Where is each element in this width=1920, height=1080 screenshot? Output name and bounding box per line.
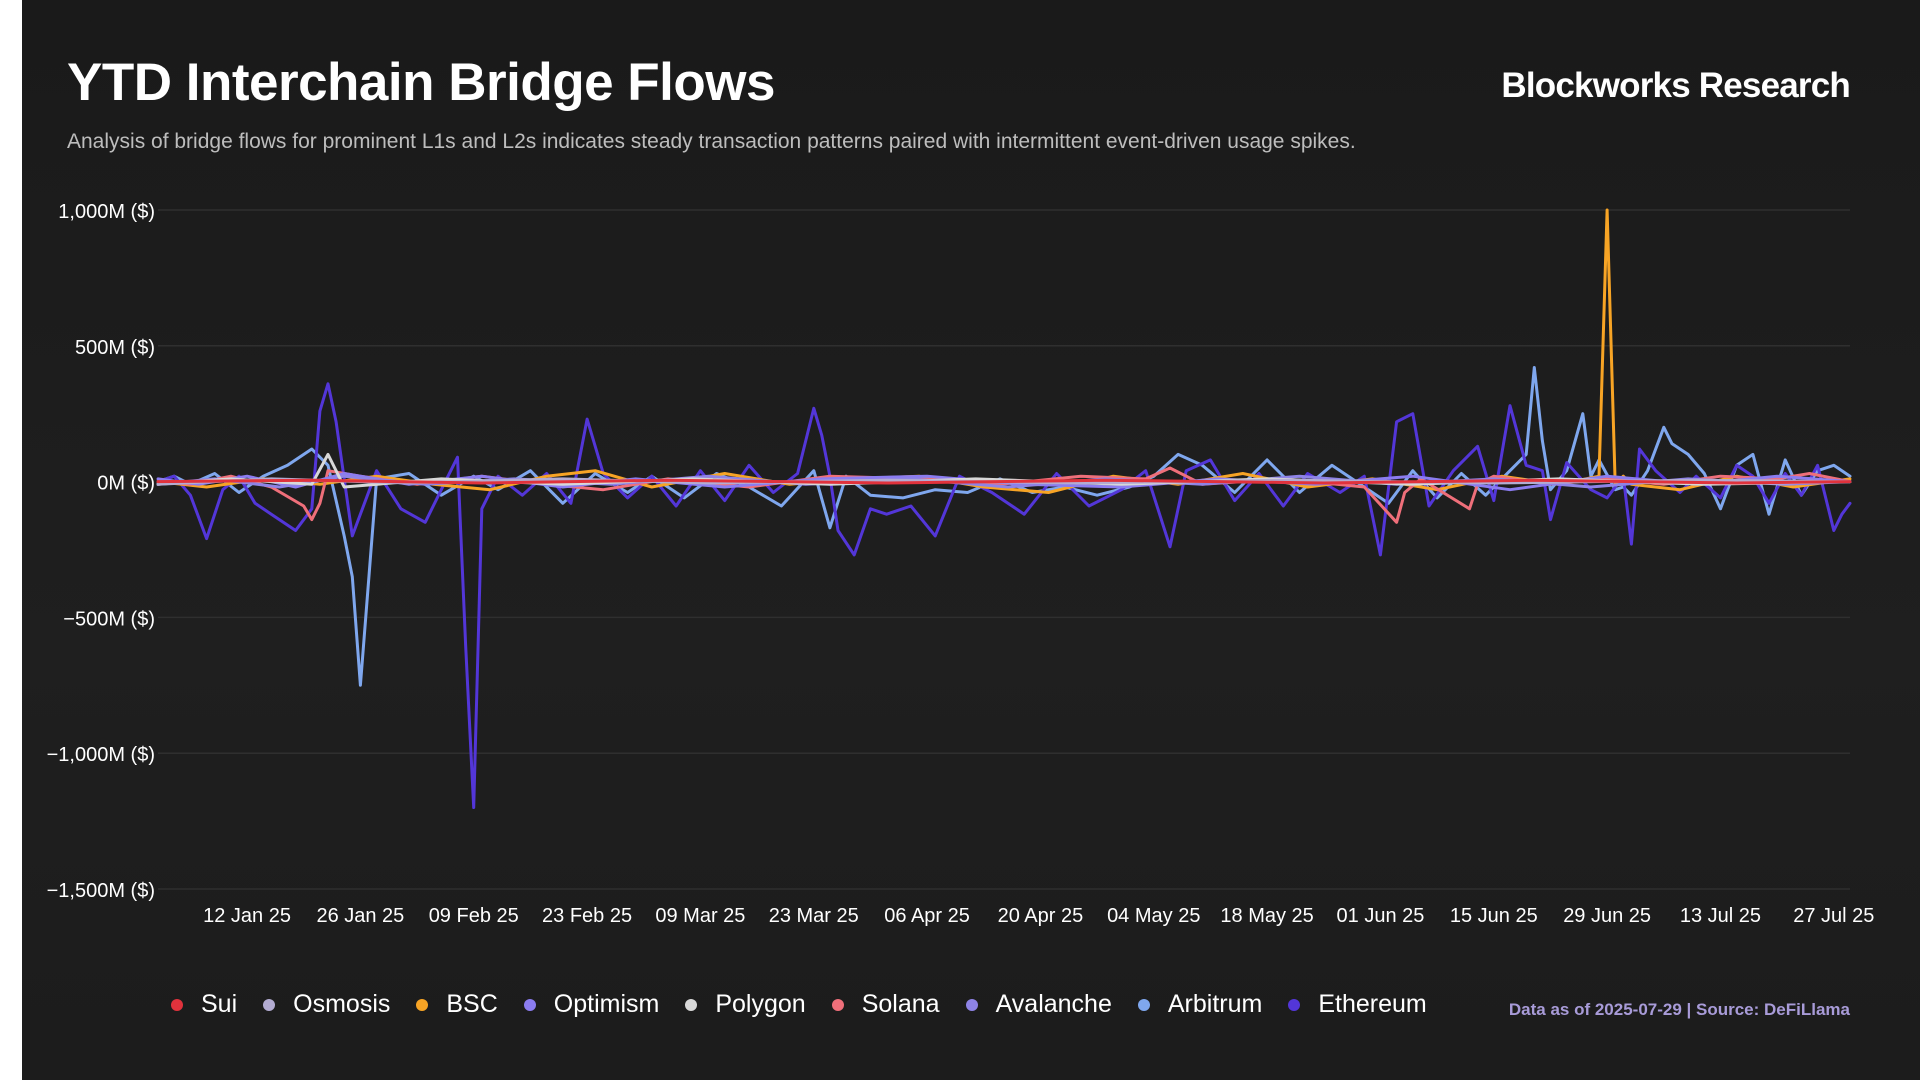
brand-logo: Blockworks Research [1501,66,1850,105]
legend-item-osmosis: Osmosis [263,990,390,1019]
x-tick-label: 01 Jun 25 [1337,905,1425,927]
legend-swatch [1288,998,1301,1011]
legend-label: Sui [201,990,238,1018]
legend-item-ethereum: Ethereum [1288,990,1427,1019]
series-line-ethereum [156,382,1852,809]
x-tick-label: 06 Apr 25 [884,905,970,927]
legend-label: Optimism [553,990,660,1018]
legend-item-bsc: BSC [416,990,498,1019]
legend-item-avalanche: Avalanche [965,990,1112,1019]
legend-item-polygon: Polygon [685,990,806,1019]
legend-item-arbitrum: Arbitrum [1137,990,1263,1019]
gridlines [158,209,1850,890]
legend-swatch [831,998,844,1011]
x-tick-label: 09 Feb 25 [429,905,519,927]
legend-label: Ethereum [1318,990,1427,1018]
legend-label: Solana [861,990,940,1018]
chart-legend: Sui Osmosis BSC Optimism Polygon Solana Avalan… [171,990,1453,1019]
legend-swatch [1137,998,1150,1011]
x-tick-label: 12 Jan 25 [203,905,291,927]
x-tick-label: 13 Jul 25 [1680,905,1761,927]
legend-item-optimism: Optimism [523,990,660,1019]
x-tick-label: 15 Jun 25 [1450,905,1538,927]
legend-label: Avalanche [995,990,1112,1018]
y-tick-label: −500M ($) [63,608,155,630]
series-lines [156,208,1852,809]
x-tick-label: 04 May 25 [1107,905,1200,927]
series-line-sui [156,478,1852,485]
x-tick-label: 26 Jan 25 [316,905,404,927]
series-line-bsc [156,208,1852,494]
legend-swatch [965,998,978,1011]
x-tick-label: 09 Mar 25 [655,905,745,927]
y-tick-label: 500M ($) [75,337,155,359]
chart-panel [22,0,1920,1080]
y-axis-ticks: 1,000M ($) 500M ($) 0M ($) −500M ($) −1,000M… [47,201,155,902]
legend-swatch [523,998,536,1011]
x-tick-label: 23 Feb 25 [542,905,632,927]
y-tick-label: 0M ($) [97,473,155,495]
x-tick-label: 18 May 25 [1220,905,1313,927]
x-tick-label: 29 Jun 25 [1563,905,1651,927]
legend-item-sui: Sui [171,990,237,1019]
y-tick-label: −1,000M ($) [47,744,155,766]
legend-swatch [416,998,429,1011]
source-note: Data as of 2025-07-29 | Source: DeFiLlam… [1508,1000,1850,1019]
legend-item-solana: Solana [831,990,940,1019]
legend-label: Arbitrum [1167,990,1263,1018]
x-tick-label: 27 Jul 25 [1793,905,1874,927]
x-tick-label: 23 Mar 25 [769,905,859,927]
series-line-arbitrum [156,366,1852,687]
y-tick-label: 1,000M ($) [58,201,155,223]
x-tick-label: 20 Apr 25 [998,905,1084,927]
legend-swatch [171,998,183,1011]
legend-swatch [263,998,276,1011]
legend-label: Polygon [715,990,806,1018]
legend-swatch [685,998,698,1011]
y-tick-label: −1,500M ($) [47,880,155,902]
legend-label: BSC [446,990,498,1018]
x-axis-ticks: 12 Jan 25 26 Jan 25 09 Feb 25 23 Feb 25 09 M… [203,905,1874,927]
legend-label: Osmosis [293,990,391,1018]
chart-subtitle: Analysis of bridge flows for prominent L… [67,130,1356,153]
chart-title: YTD Interchain Bridge Flows [67,53,775,112]
